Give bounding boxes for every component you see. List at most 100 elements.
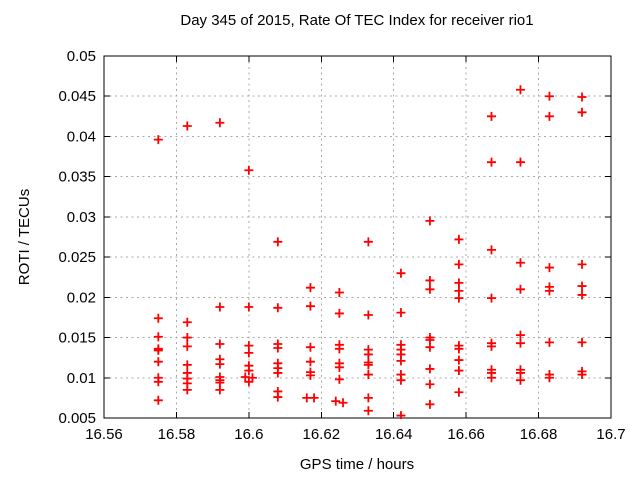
data-point (577, 92, 587, 102)
data-point (215, 302, 225, 312)
axis-layer: 16.56 16.58 16.6 16.62 16.64 16.66 16.68 16.7 0.… (58, 48, 625, 443)
data-point (215, 385, 225, 395)
data-point (215, 118, 225, 128)
data-point (182, 385, 192, 395)
x-tick-label: 16.64 (375, 426, 413, 443)
data-point (544, 337, 554, 347)
data-point (309, 393, 319, 403)
data-point (363, 237, 373, 247)
y-tick-label: 0.03 (67, 209, 96, 226)
data-point (153, 377, 163, 387)
data-point (273, 237, 283, 247)
data-point (515, 258, 525, 268)
data-point (215, 339, 225, 349)
data-point (425, 342, 435, 352)
x-tick-label: 16.68 (520, 426, 558, 443)
plot-border (103, 55, 612, 419)
data-point (577, 290, 587, 300)
data-point (363, 370, 373, 380)
y-tick-label: 0.035 (58, 169, 96, 186)
y-tick-label: 0.045 (58, 88, 96, 105)
data-point (544, 91, 554, 101)
data-point (454, 366, 464, 376)
data-point (153, 345, 163, 355)
x-tick-label: 16.58 (158, 426, 196, 443)
x-tick-label: 16.62 (303, 426, 341, 443)
data-point (454, 344, 464, 354)
chart-title: Day 345 of 2015, Rate Of TEC Index for r… (180, 12, 533, 29)
data-point (577, 370, 587, 380)
y-axis-label: ROTI / TECUs (16, 189, 33, 285)
data-point (363, 406, 373, 416)
data-point (338, 398, 348, 408)
y-tick-label: 0.02 (67, 289, 96, 306)
data-point (244, 302, 254, 312)
data-point (577, 107, 587, 117)
data-point (363, 360, 373, 370)
data-point (244, 348, 254, 358)
data-point (425, 399, 435, 409)
data-point (544, 263, 554, 273)
data-point (396, 375, 406, 385)
data-point (544, 286, 554, 296)
data-point (425, 275, 435, 285)
data-point (396, 268, 406, 278)
data-point (305, 283, 315, 293)
data-point (215, 359, 225, 369)
data-point (305, 370, 315, 380)
y-tick-label: 0.04 (67, 128, 96, 145)
data-point (454, 259, 464, 269)
data-point (454, 387, 464, 397)
data-point (486, 245, 496, 255)
data-point (273, 368, 283, 378)
data-point (425, 364, 435, 374)
data-point (153, 332, 163, 342)
data-point (363, 310, 373, 320)
data-point (396, 356, 406, 366)
data-point (244, 377, 254, 387)
data-point (454, 278, 464, 288)
data-point (486, 111, 496, 121)
data-point (182, 341, 192, 351)
data-point (486, 293, 496, 303)
y-tick-label: 0.015 (58, 330, 96, 347)
data-point (544, 373, 554, 383)
data-point (515, 375, 525, 385)
data-point (486, 373, 496, 383)
data-point (544, 111, 554, 121)
data-point (331, 396, 341, 406)
data-point (153, 135, 163, 145)
data-point (515, 284, 525, 294)
data-point (577, 281, 587, 291)
data-point (182, 360, 192, 370)
data-point (334, 374, 344, 384)
x-tick-label: 16.7 (596, 426, 625, 443)
data-point (577, 259, 587, 269)
y-tick-label: 0.005 (58, 410, 96, 427)
data-point (305, 301, 315, 311)
grid-layer (104, 56, 611, 418)
data-point (305, 357, 315, 367)
data-point (515, 157, 525, 167)
x-tick-label: 16.6 (234, 426, 263, 443)
y-tick-label: 0.05 (67, 48, 96, 65)
data-point (515, 330, 525, 340)
data-point (515, 85, 525, 95)
x-tick-label: 16.66 (447, 426, 485, 443)
data-point (153, 395, 163, 405)
y-tick-label: 0.025 (58, 249, 96, 266)
data-point (425, 284, 435, 294)
data-point (244, 165, 254, 175)
data-point (244, 366, 254, 376)
data-point (515, 338, 525, 348)
marker-layer (153, 85, 587, 419)
data-point (486, 157, 496, 167)
data-point (454, 355, 464, 365)
data-point (182, 121, 192, 131)
data-point (363, 393, 373, 403)
data-point (182, 317, 192, 327)
data-point (305, 342, 315, 352)
data-point (273, 343, 283, 353)
